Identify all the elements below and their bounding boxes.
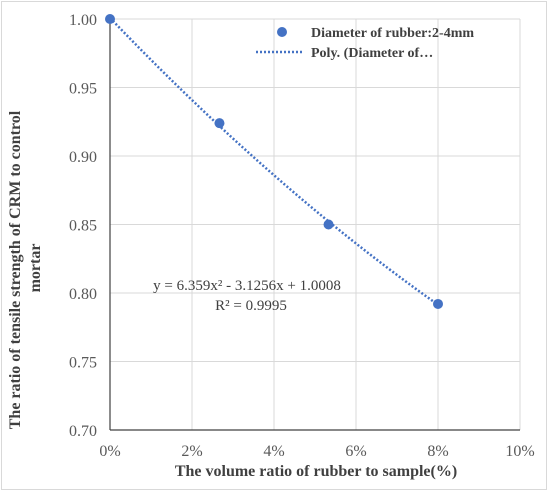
trendline-path	[109, 17, 439, 306]
legend: Diameter of rubber:2-4mm Poly. (Diameter…	[256, 26, 474, 61]
y-tick-label: 0.70	[69, 423, 97, 440]
data-points	[105, 14, 443, 309]
x-tick-label: 0%	[99, 443, 120, 460]
x-tick-label: 4%	[263, 443, 284, 460]
data-point	[105, 14, 115, 24]
y-axis-title: The ratio of tensile strength of CRM to …	[7, 107, 44, 429]
data-point	[214, 118, 225, 129]
data-point	[433, 298, 443, 309]
x-tick-label: 8%	[427, 443, 448, 460]
y-tick-label: 1.00	[69, 12, 97, 29]
y-tick-label: 0.85	[69, 218, 97, 235]
trendline-equation: y = 6.359x² - 3.1256x + 1.0008	[153, 278, 341, 294]
tick-labels: 0% 2% 4% 6% 8% 10% 0.70 0.75 0.80 0.85 0.90 0.95 1.0…	[69, 12, 535, 460]
trendline-group	[109, 17, 439, 306]
x-tick-label: 6%	[345, 443, 366, 460]
legend-label-trendline: Poly. (Diameter of…	[311, 46, 433, 61]
legend-marker-series	[277, 27, 287, 37]
trendline-r-squared: R² = 0.9995	[215, 298, 287, 314]
y-tick-label: 0.90	[69, 149, 97, 166]
y-axis-title-line2: mortar	[27, 244, 44, 293]
y-axis-title-line1: The ratio of tensile strength of CRM to …	[7, 110, 24, 429]
x-tick-label: 10%	[505, 443, 534, 460]
data-point	[323, 219, 334, 230]
x-tick-label: 2%	[181, 443, 202, 460]
y-tick-label: 0.80	[69, 286, 97, 303]
y-tick-label: 0.75	[69, 355, 97, 372]
y-tick-label: 0.95	[69, 81, 97, 98]
legend-label-series: Diameter of rubber:2-4mm	[311, 26, 474, 41]
x-axis-title: The volume ratio of rubber to sample(%)	[175, 463, 457, 480]
gridlines	[109, 18, 521, 431]
